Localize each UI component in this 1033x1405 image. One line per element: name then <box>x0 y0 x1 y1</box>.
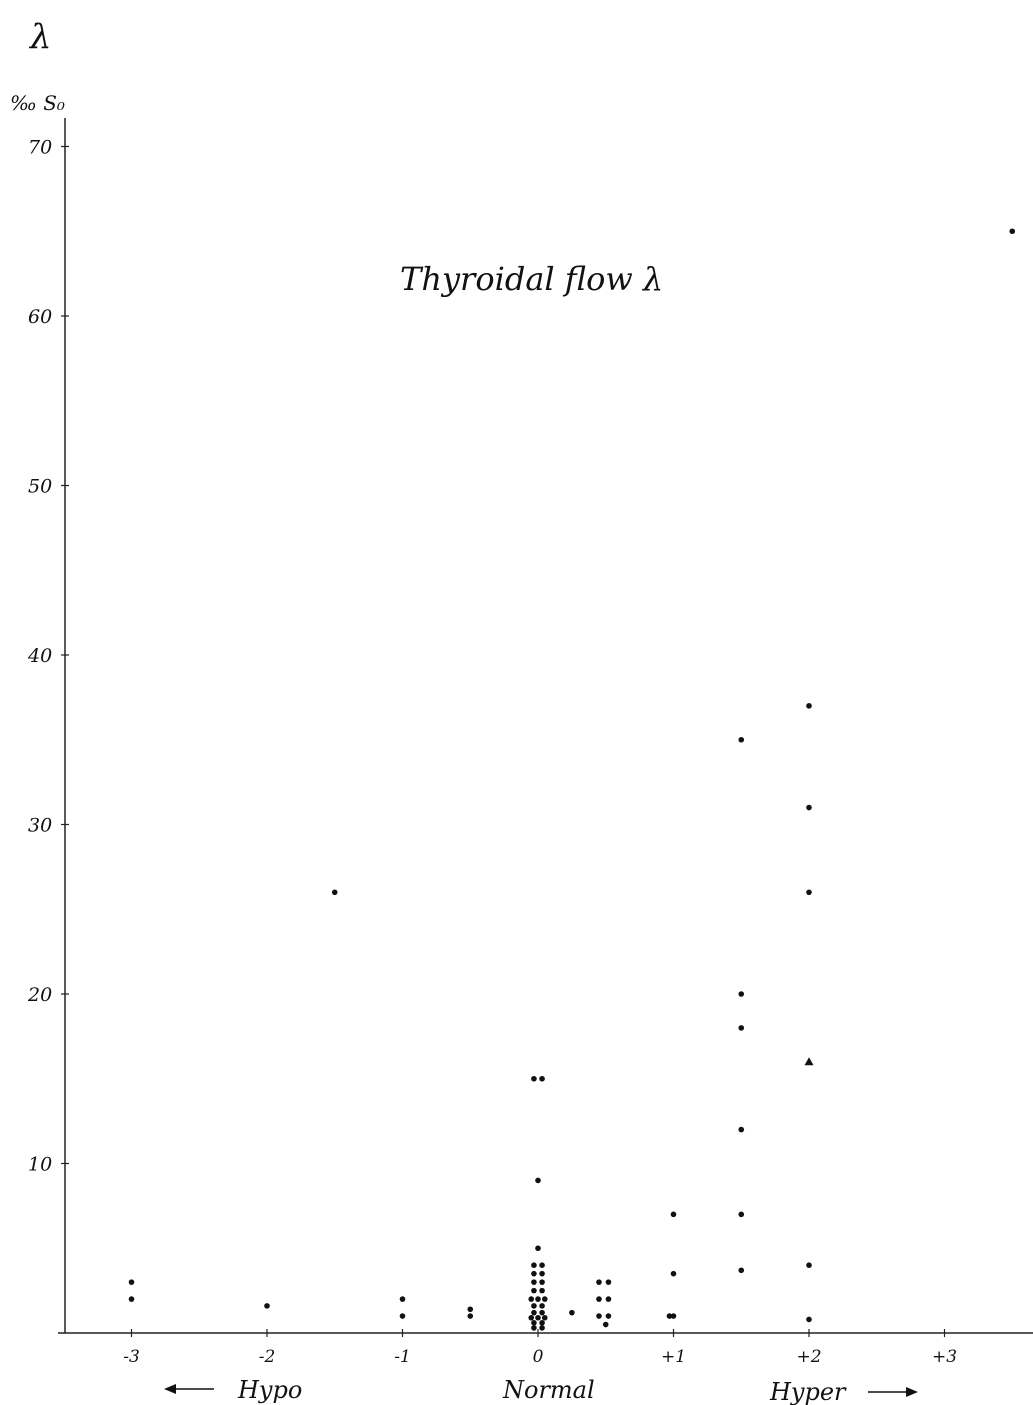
data-point <box>806 1262 812 1268</box>
data-point <box>541 1314 548 1321</box>
data-point <box>738 991 745 997</box>
data-point <box>539 1262 545 1268</box>
data-point <box>264 1303 270 1309</box>
data-point <box>531 1279 537 1285</box>
hyper-arrow-icon <box>906 1387 918 1397</box>
data-point-triangle <box>804 1057 814 1066</box>
data-point <box>399 1313 406 1319</box>
data-point <box>528 1314 535 1321</box>
y-tick-label: 40 <box>27 645 52 667</box>
normal-label: Normal <box>502 1376 595 1404</box>
data-point <box>128 1279 135 1285</box>
data-point <box>535 1177 541 1184</box>
data-point <box>531 1262 537 1268</box>
data-point <box>539 1279 545 1285</box>
data-point <box>539 1270 545 1277</box>
data-point <box>666 1313 673 1319</box>
y-tick-label: 10 <box>28 1154 52 1176</box>
data-point <box>539 1309 545 1316</box>
x-tick-label: 0 <box>533 1347 544 1367</box>
data-point <box>806 804 812 811</box>
data-points <box>128 228 1016 1331</box>
data-point <box>539 1287 545 1294</box>
y-tick-label: 20 <box>27 984 52 1006</box>
data-point <box>806 703 812 709</box>
x-tick-label: +3 <box>932 1347 957 1367</box>
data-point <box>738 1211 745 1218</box>
y-axis-ticks: 10 20 30 40 50 60 70 <box>27 137 69 1176</box>
data-point <box>531 1075 537 1082</box>
data-point <box>596 1313 602 1319</box>
data-point <box>605 1279 612 1285</box>
data-point <box>1009 228 1016 235</box>
data-point <box>541 1296 548 1302</box>
data-point <box>596 1279 602 1285</box>
data-point <box>670 1211 677 1218</box>
x-tick-label: -2 <box>259 1347 276 1367</box>
data-point <box>605 1313 612 1319</box>
y-tick-label: 60 <box>28 306 52 328</box>
data-point <box>539 1303 545 1309</box>
data-point <box>596 1296 602 1302</box>
data-point <box>806 1316 812 1323</box>
data-point <box>128 1296 135 1302</box>
data-point <box>605 1296 612 1302</box>
data-point <box>569 1309 575 1316</box>
x-tick-label: -3 <box>123 1347 140 1367</box>
data-point <box>531 1320 537 1326</box>
y-tick-label: 50 <box>28 476 52 498</box>
x-axis-ticks: -3 -2 -1 0 +1 +2 +3 <box>123 1329 957 1367</box>
y-tick-label: 30 <box>28 815 52 837</box>
data-point <box>531 1287 537 1294</box>
corner-lambda-symbol: λ <box>28 17 52 57</box>
data-point <box>467 1306 474 1313</box>
data-point <box>539 1075 545 1082</box>
data-point <box>528 1296 535 1302</box>
y-axis-unit-label: ‰ S₀ <box>10 91 65 115</box>
x-tick-label: +2 <box>796 1347 821 1367</box>
chart-title: Thyroidal flow λ <box>400 260 663 298</box>
hypo-arrow-icon <box>164 1384 176 1394</box>
data-point <box>467 1313 474 1319</box>
hypo-label: Hypo <box>237 1376 302 1404</box>
data-point <box>531 1325 537 1331</box>
data-point <box>535 1296 541 1302</box>
data-point <box>531 1303 537 1309</box>
data-point <box>738 1267 745 1274</box>
data-point <box>738 1126 745 1133</box>
data-point <box>670 1313 677 1319</box>
data-point <box>331 889 338 896</box>
data-point <box>531 1270 537 1277</box>
region-labels: Hypo Normal Hyper <box>164 1376 918 1405</box>
x-tick-label: +1 <box>661 1347 686 1367</box>
data-point <box>539 1325 545 1331</box>
data-point <box>806 889 812 896</box>
x-tick-label: -1 <box>394 1347 411 1367</box>
data-point <box>602 1321 609 1328</box>
data-point <box>738 736 745 743</box>
data-point <box>539 1320 545 1326</box>
data-point <box>738 1025 745 1031</box>
data-point <box>535 1314 541 1321</box>
y-tick-label: 70 <box>28 137 52 159</box>
data-point <box>535 1245 541 1252</box>
data-point <box>531 1309 537 1316</box>
hyper-label: Hyper <box>769 1378 847 1405</box>
data-point <box>670 1270 677 1277</box>
data-point <box>399 1296 406 1302</box>
